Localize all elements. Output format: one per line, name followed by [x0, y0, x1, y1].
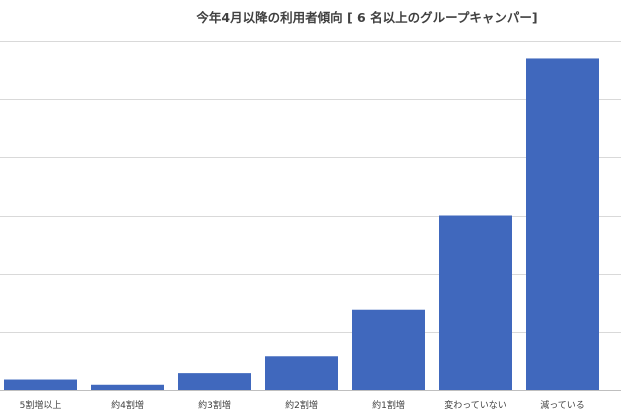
x-tick-label: 約1割増 — [372, 399, 405, 411]
gridlines — [0, 41, 621, 391]
bar — [526, 58, 599, 390]
x-tick-label: 減っている — [540, 399, 585, 411]
x-tick-label: 約2割増 — [285, 399, 318, 411]
chart-title: 今年4月以降の利用者傾向 [ 6 名以上のグループキャンパー] — [195, 10, 537, 25]
bar — [352, 309, 425, 390]
x-tick-label: 約4割増 — [111, 399, 144, 411]
bar — [91, 384, 164, 390]
x-tick-label: 5割増以上 — [20, 399, 62, 411]
x-tick-label: 変わっていない — [444, 399, 507, 411]
bar — [265, 356, 338, 390]
bar — [439, 215, 512, 390]
x-tick-labels: 5割増以上 約4割増 約3割増 約2割増 約1割増 変わっていない 減っている — [20, 399, 585, 411]
bars — [4, 58, 599, 390]
bar — [178, 373, 251, 390]
x-tick-label: 約3割増 — [198, 399, 231, 411]
bar — [4, 379, 77, 390]
